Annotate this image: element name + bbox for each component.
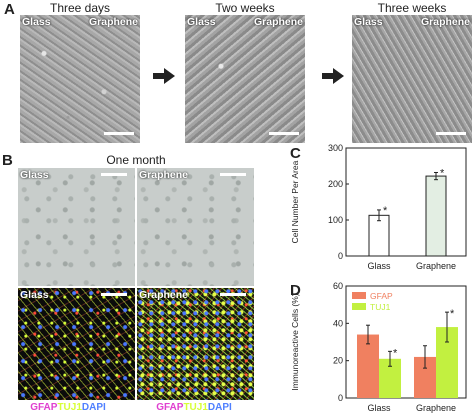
micrograph-three-days: Glass Graphene <box>20 15 140 143</box>
panel-a-letter: A <box>4 1 15 18</box>
chart-immunoreactive-cells: 0 20 40 60 Immunoreactive Cells (%) * Glass * Gr… <box>290 281 467 413</box>
arrow-right-icon <box>322 68 344 89</box>
bar <box>425 175 447 257</box>
y-axis-label: Cell Number Per Area <box>290 160 300 243</box>
x-tick-label: Glass <box>367 261 391 271</box>
y-tick-label: 60 <box>333 281 343 291</box>
x-tick-label: Graphene <box>416 403 456 413</box>
label-glass: Glass <box>187 16 216 28</box>
panel-c-letter: C <box>290 145 301 162</box>
label-graphene: Graphene <box>139 169 189 181</box>
label-graphene: Graphene <box>253 16 303 28</box>
label-graphene: Graphene <box>88 16 138 28</box>
panel-a-title-1: Three days <box>49 1 111 15</box>
label-graphene: Graphene <box>420 16 470 28</box>
y-tick-label: 20 <box>333 356 343 366</box>
panel-a-title-3: Three weeks <box>377 1 447 15</box>
significance-marker: * <box>440 167 445 179</box>
legend-swatch <box>352 303 366 310</box>
legend-swatch <box>352 292 366 299</box>
bar <box>436 327 458 398</box>
scale-bar <box>101 173 127 176</box>
stain-legend-graphene: GFAPTUJ1DAPI <box>126 402 262 413</box>
significance-marker: * <box>393 347 398 359</box>
significance-marker: * <box>450 308 455 320</box>
stain-gfap: GFAP <box>156 402 184 413</box>
bar <box>414 356 436 398</box>
panel-b-letter: B <box>2 152 13 169</box>
legend-label: GFAP <box>370 291 393 301</box>
micrograph-three-weeks: Glass Graphene <box>352 15 472 143</box>
arrow-right-icon <box>153 68 175 89</box>
y-tick-label: 40 <box>333 318 343 328</box>
panel-b-title: One month <box>106 153 166 167</box>
y-tick-label: 0 <box>338 393 343 403</box>
stain-dapi: DAPI <box>207 402 232 413</box>
chart-cell-number: 0 100 200 300 Cell Number Per Area * Glass * Gra… <box>290 143 467 271</box>
scale-bar <box>101 293 127 296</box>
bar <box>357 334 379 398</box>
plot-frame <box>345 285 467 399</box>
brightfield-glass: Glass <box>18 168 135 286</box>
panel-a-title-2: Two weeks <box>215 1 275 15</box>
panel-d-letter: D <box>290 282 301 299</box>
label-glass: Glass <box>354 16 383 28</box>
stain-tuj1: TUJ1 <box>183 402 208 413</box>
scale-bar <box>269 132 299 135</box>
bar <box>379 358 401 398</box>
scale-bar <box>436 132 466 135</box>
brightfield-graphene: Graphene <box>137 168 254 286</box>
x-tick-label: Graphene <box>416 261 456 271</box>
fluorescence-graphene: Graphene <box>137 288 254 400</box>
significance-marker: * <box>383 205 388 217</box>
legend-label: TUJ1 <box>370 302 391 312</box>
y-tick-label: 0 <box>338 251 343 261</box>
label-graphene: Graphene <box>139 289 189 301</box>
micrograph-two-weeks: Glass Graphene <box>185 15 305 143</box>
stain-legend-glass: GFAPTUJ1DAPI <box>0 402 136 413</box>
label-glass: Glass <box>20 289 49 301</box>
x-tick-label: Glass <box>367 403 391 413</box>
scale-bar <box>104 132 134 135</box>
label-glass: Glass <box>20 169 49 181</box>
y-tick-label: 100 <box>328 215 343 225</box>
stain-gfap: GFAP <box>30 402 58 413</box>
stain-dapi: DAPI <box>81 402 106 413</box>
fluorescence-glass: Glass <box>18 288 135 400</box>
bar <box>368 214 390 257</box>
label-glass: Glass <box>22 16 51 28</box>
y-tick-label: 300 <box>328 143 343 153</box>
plot-frame <box>345 147 467 257</box>
y-axis-label: Immunoreactive Cells (%) <box>290 293 300 390</box>
stain-tuj1: TUJ1 <box>57 402 82 413</box>
y-tick-label: 200 <box>328 179 343 189</box>
scale-bar <box>220 173 246 176</box>
scale-bar <box>220 293 246 296</box>
